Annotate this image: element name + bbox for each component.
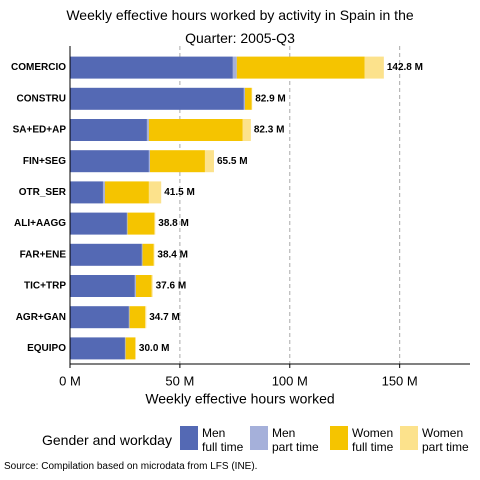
bar-segment	[125, 337, 136, 360]
bar-segment	[129, 306, 146, 329]
y-tick-label: AGR+GAN	[16, 312, 66, 323]
bar-segment	[154, 212, 156, 235]
legend-label: Women full time	[352, 426, 394, 454]
bar-segment	[70, 306, 129, 329]
bar-segment	[204, 150, 214, 173]
chart-title: Weekly effective hours worked by activit…	[66, 7, 414, 46]
y-tick-label: CONSTRU	[17, 93, 66, 104]
y-tick-label: ALI+AAGG	[14, 218, 66, 229]
bar-segment	[232, 56, 237, 79]
y-tick-label: OTR_SER	[19, 187, 67, 198]
total-label: 41.5 M	[164, 187, 195, 198]
total-label: 82.9 M	[255, 93, 286, 104]
bar-segment	[244, 87, 252, 110]
bar-segment	[236, 56, 365, 79]
bar-segment	[70, 275, 135, 297]
legend-swatch	[180, 426, 198, 450]
total-label: 34.7 M	[149, 312, 180, 323]
bar-segment	[146, 119, 149, 141]
source-note: Source: Compilation based on microdata f…	[4, 461, 258, 472]
legend-label: Men part time	[272, 426, 319, 454]
total-label: 38.4 M	[157, 249, 188, 260]
bar-segment	[102, 181, 105, 204]
bar-segment	[124, 337, 126, 360]
y-tick-label: FAR+ENE	[20, 249, 67, 260]
y-tick-label: COMERCIO	[11, 62, 66, 73]
bar-segment	[135, 275, 152, 297]
bar-segment	[70, 56, 233, 79]
bar-segment	[142, 243, 154, 266]
total-label: 65.5 M	[217, 156, 248, 167]
y-tick-label: EQUIPO	[27, 343, 66, 354]
y-tick-label: FIN+SEG	[23, 156, 66, 167]
x-tick-label: 150 M	[382, 373, 418, 388]
bar-segment	[148, 150, 150, 173]
legend-label: Women part time	[422, 426, 469, 454]
bar-segment	[70, 181, 103, 204]
bar-segment	[243, 87, 245, 110]
bar-segment	[242, 119, 251, 141]
bar-segment	[148, 181, 162, 204]
total-label: 30.0 M	[139, 343, 170, 354]
total-label: 38.8 M	[158, 218, 189, 229]
bar-segment	[104, 181, 149, 204]
y-tick-label: TIC+TRP	[24, 281, 66, 292]
bar-segment	[141, 243, 143, 266]
legend-label: Men full time	[202, 426, 244, 454]
bar-segment	[70, 87, 244, 110]
y-tick-label: SA+ED+AP	[13, 125, 67, 136]
bar-segment	[364, 56, 384, 79]
legend-swatch	[330, 426, 348, 450]
bar-segment	[135, 337, 136, 360]
bar-segment	[148, 119, 243, 141]
bar-segment	[153, 243, 155, 266]
bar-segment	[151, 275, 153, 297]
x-axis-label: Weekly effective hours worked	[145, 391, 334, 407]
bar-segment	[145, 306, 147, 329]
total-label: 142.8 M	[387, 62, 423, 73]
bar-segment	[150, 150, 205, 173]
bar-segment	[126, 212, 128, 235]
total-label: 37.6 M	[156, 281, 187, 292]
x-tick-label: 100 M	[272, 373, 308, 388]
bar-segment	[70, 243, 142, 266]
bar-segment	[134, 275, 136, 297]
x-tick-label: 50 M	[165, 373, 194, 388]
bar-segment	[251, 87, 253, 110]
legend-swatch	[250, 426, 268, 450]
legend-swatch	[400, 426, 418, 450]
bar-segment	[70, 150, 149, 173]
bar-segment	[70, 212, 127, 235]
total-label: 82.3 M	[254, 125, 285, 136]
x-tick-label: 0 M	[59, 373, 81, 388]
bar-segment	[70, 337, 125, 360]
legend-title: Gender and workday	[42, 432, 172, 448]
bar-segment	[128, 306, 130, 329]
bar-segment	[70, 119, 147, 141]
bar-segment	[127, 212, 155, 235]
